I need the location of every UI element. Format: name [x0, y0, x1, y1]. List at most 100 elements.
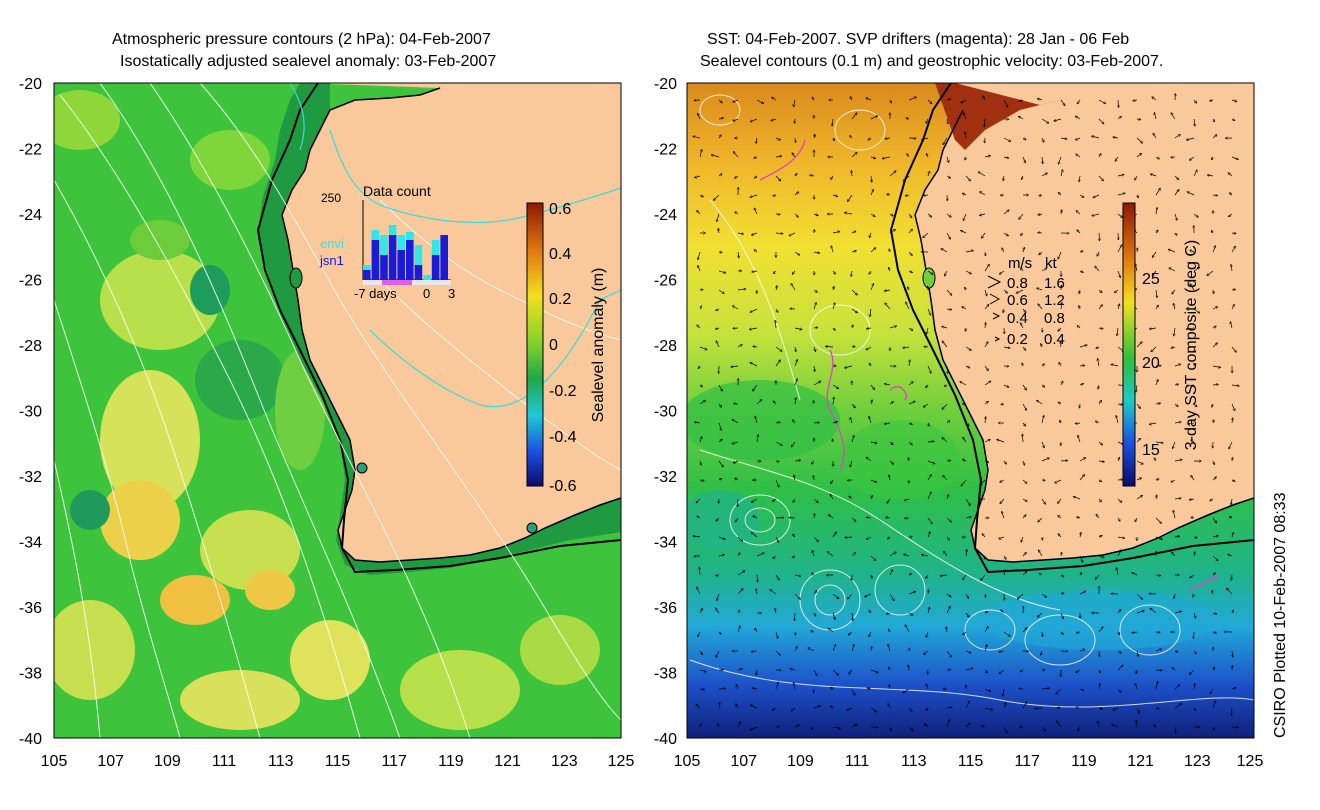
velocity-vector — [795, 631, 796, 635]
velocity-vector — [984, 381, 991, 386]
velocity-vector — [795, 174, 797, 177]
velocity-vector — [1172, 289, 1176, 294]
x-tick-label: 123 — [551, 753, 578, 770]
velocity-vector — [1000, 270, 1005, 274]
velocity-vector — [773, 498, 777, 501]
velocity-vector — [698, 366, 700, 369]
velocity-vector — [868, 688, 872, 689]
velocity-vector — [926, 631, 929, 637]
velocity-vector — [1075, 423, 1081, 424]
velocity-vector — [699, 480, 704, 481]
velocity-vector — [1232, 650, 1233, 657]
velocity-vector — [908, 229, 912, 234]
velocity-vector — [946, 517, 951, 522]
velocity-vector — [1117, 213, 1122, 217]
velocity-vector — [889, 214, 893, 216]
velocity-vector — [946, 536, 950, 540]
velocity-vector — [1003, 157, 1009, 158]
velocity-vector — [1229, 516, 1233, 518]
velocity-vector — [927, 327, 929, 334]
velocity-vector — [908, 591, 916, 595]
velocity-vector — [1231, 119, 1235, 121]
velocity-vector — [870, 727, 878, 728]
velocity-vector — [1023, 248, 1024, 253]
velocity-vector — [1156, 495, 1157, 500]
velocity-vector — [738, 553, 740, 557]
velocity-vector — [928, 171, 930, 177]
x-tick-label: 111 — [212, 753, 236, 770]
velocity-vector — [985, 593, 986, 597]
velocity-vector — [965, 251, 973, 253]
velocity-vector — [984, 669, 988, 673]
velocity-vector — [738, 251, 739, 258]
velocity-vector — [1098, 461, 1104, 462]
y-tick-label: -36 — [19, 600, 42, 617]
velocity-vector — [946, 99, 951, 100]
velocity-vector — [868, 138, 872, 140]
velocity-vector — [1038, 550, 1043, 557]
velocity-vector — [1117, 404, 1123, 405]
velocity-vector — [984, 645, 987, 652]
velocity-vector — [1116, 416, 1119, 424]
x-tick-label: 115 — [958, 753, 984, 770]
x-tick-label: 117 — [1014, 753, 1040, 770]
velocity-vector — [870, 555, 876, 561]
velocity-vector — [813, 252, 820, 253]
inset-x-right: 3 — [448, 286, 455, 301]
velocity-vector — [1058, 251, 1062, 259]
velocity-vector — [851, 403, 855, 408]
velocity-vector — [1212, 555, 1218, 561]
velocity-vector — [752, 271, 758, 272]
velocity-vector — [1231, 265, 1232, 272]
velocity-vector — [908, 401, 915, 405]
velocity-vector — [851, 517, 856, 522]
inset-bar-envi — [363, 265, 371, 270]
colorbar-tick-label: 0.2 — [549, 291, 571, 308]
velocity-vector — [1079, 384, 1084, 385]
velocity-vector — [1021, 268, 1024, 272]
velocity-vector — [794, 575, 801, 576]
velocity-vector — [1232, 532, 1233, 538]
velocity-vector — [965, 270, 971, 274]
velocity-vector — [928, 590, 929, 595]
velocity-vector — [697, 516, 701, 518]
velocity-vector — [848, 593, 853, 599]
velocity-vector — [699, 150, 702, 158]
y-tick-label: -40 — [19, 731, 42, 748]
velocity-vector — [1191, 475, 1195, 481]
velocity-vector — [1003, 460, 1006, 464]
velocity-vector — [1117, 270, 1120, 278]
velocity-vector — [1023, 460, 1025, 465]
velocity-vector — [926, 384, 928, 388]
x-tick-label: 125 — [1237, 753, 1264, 770]
velocity-vector — [1042, 631, 1043, 637]
x-tick-label: 119 — [438, 753, 464, 770]
velocity-vector — [718, 99, 722, 103]
velocity-vector — [737, 345, 742, 348]
velocity-vector — [1155, 575, 1161, 576]
velocity-vector — [1136, 137, 1143, 143]
velocity-vector — [830, 706, 834, 708]
velocity-vector — [962, 307, 967, 310]
velocity-vector — [927, 99, 932, 104]
velocity-vector — [1038, 304, 1043, 310]
velocity-vector — [737, 536, 743, 541]
velocity-vector — [1190, 156, 1195, 160]
velocity-vector — [1039, 251, 1043, 255]
velocity-vector — [1058, 402, 1062, 404]
inset-legend-jsn1: jsn1 — [319, 253, 344, 268]
velocity-vector — [1038, 99, 1043, 100]
velocity-vector — [870, 157, 876, 159]
y-tick-label: -40 — [654, 731, 677, 748]
x-tick-label: 113 — [901, 753, 927, 770]
left-y-axis: -20 -22 -24 -26 -28 -30 -32 -34 -36 -38 … — [19, 76, 42, 748]
colorbar-tick-label: -0.4 — [549, 429, 577, 446]
velocity-vector — [833, 287, 834, 291]
velocity-vector — [889, 229, 895, 234]
velocity-vector — [794, 251, 800, 255]
velocity-vector — [793, 498, 795, 502]
velocity-vector — [963, 574, 967, 580]
velocity-vector — [909, 360, 910, 367]
velocity-vector — [1037, 288, 1043, 291]
velocity-vector — [775, 346, 782, 351]
